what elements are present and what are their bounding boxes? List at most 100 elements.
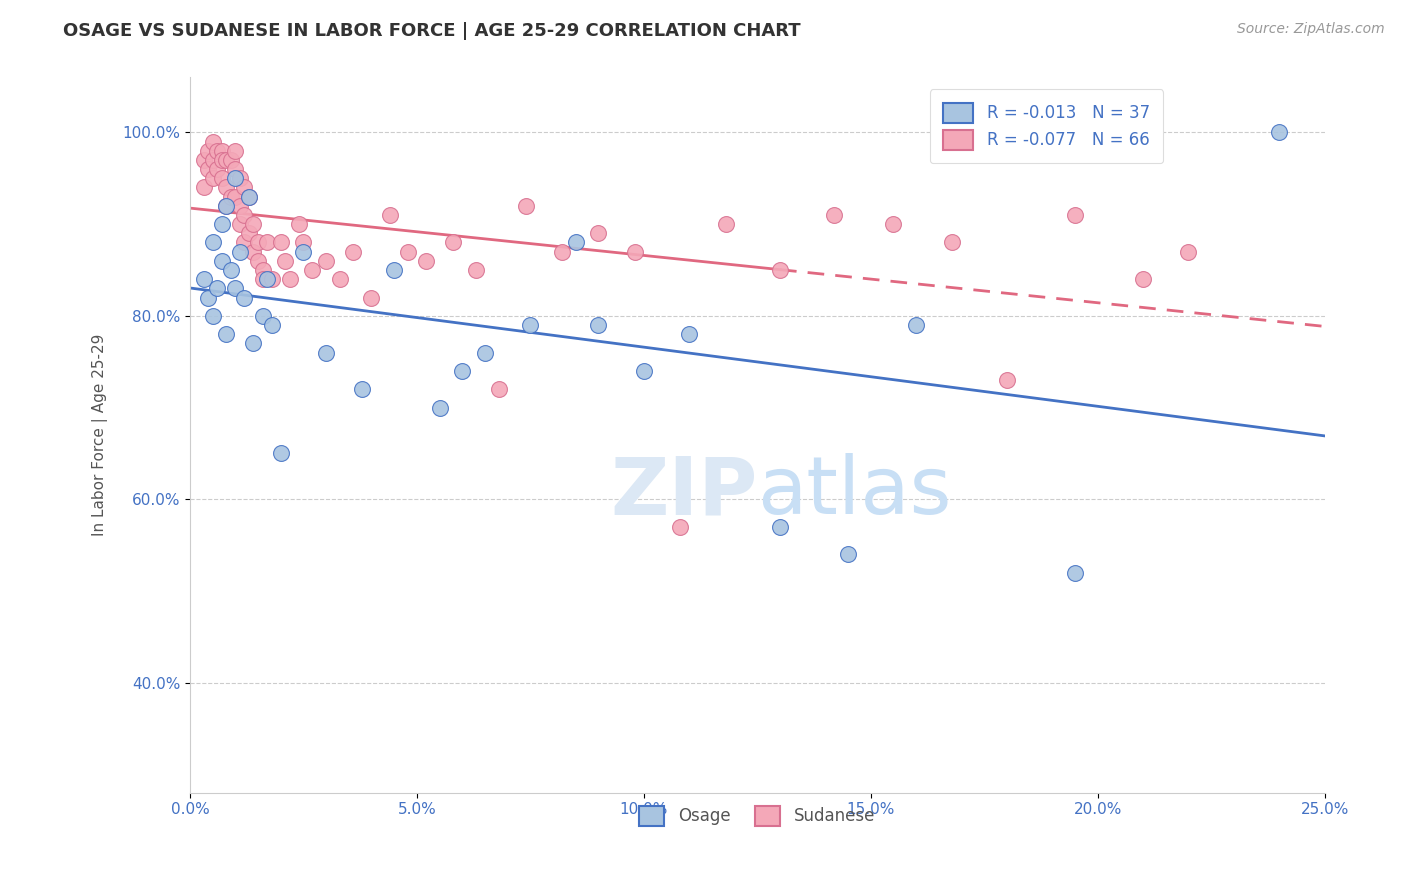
Point — [219, 189, 242, 203]
Point — [205, 162, 228, 177]
Point — [1064, 566, 1087, 580]
Point — [219, 263, 242, 277]
Point — [288, 217, 311, 231]
Point — [905, 318, 928, 332]
Point — [669, 520, 692, 534]
Y-axis label: In Labor Force | Age 25-29: In Labor Force | Age 25-29 — [93, 334, 108, 536]
Point — [201, 153, 224, 167]
Point — [201, 171, 224, 186]
Point — [247, 253, 270, 268]
Point — [995, 373, 1018, 387]
Point — [260, 318, 283, 332]
Point — [193, 153, 215, 167]
Point — [515, 199, 537, 213]
Point — [451, 364, 474, 378]
Point — [1064, 208, 1087, 222]
Text: atlas: atlas — [758, 453, 952, 532]
Point — [201, 135, 224, 149]
Point — [315, 345, 337, 359]
Point — [714, 217, 737, 231]
Point — [342, 244, 364, 259]
Point — [215, 180, 238, 194]
Point — [215, 327, 238, 342]
Point — [215, 199, 238, 213]
Point — [224, 162, 246, 177]
Point — [352, 382, 374, 396]
Point — [229, 199, 252, 213]
Point — [278, 272, 301, 286]
Point — [256, 235, 278, 250]
Point — [823, 208, 845, 222]
Point — [382, 263, 405, 277]
Point — [205, 144, 228, 158]
Point — [197, 291, 219, 305]
Point — [941, 235, 963, 250]
Point — [633, 364, 655, 378]
Point — [882, 217, 904, 231]
Point — [252, 309, 274, 323]
Point — [464, 263, 486, 277]
Point — [238, 189, 260, 203]
Point — [242, 244, 264, 259]
Point — [329, 272, 352, 286]
Point — [270, 446, 292, 460]
Text: OSAGE VS SUDANESE IN LABOR FORCE | AGE 25-29 CORRELATION CHART: OSAGE VS SUDANESE IN LABOR FORCE | AGE 2… — [63, 22, 801, 40]
Point — [488, 382, 510, 396]
Point — [233, 180, 256, 194]
Point — [378, 208, 401, 222]
Point — [292, 244, 315, 259]
Point — [224, 144, 246, 158]
Point — [211, 144, 233, 158]
Point — [588, 227, 610, 241]
Point — [211, 153, 233, 167]
Point — [238, 189, 260, 203]
Point — [1268, 125, 1291, 139]
Point — [193, 180, 215, 194]
Point — [233, 235, 256, 250]
Point — [623, 244, 645, 259]
Point — [837, 547, 859, 561]
Point — [219, 153, 242, 167]
Point — [224, 171, 246, 186]
Point — [274, 253, 297, 268]
Point — [229, 171, 252, 186]
Point — [211, 217, 233, 231]
Point — [315, 253, 337, 268]
Point — [211, 171, 233, 186]
Point — [211, 253, 233, 268]
Point — [260, 272, 283, 286]
Point — [519, 318, 541, 332]
Point — [256, 272, 278, 286]
Point — [429, 401, 451, 415]
Point — [396, 244, 419, 259]
Text: Source: ZipAtlas.com: Source: ZipAtlas.com — [1237, 22, 1385, 37]
Point — [233, 208, 256, 222]
Point — [1177, 244, 1199, 259]
Text: ZIP: ZIP — [610, 453, 758, 532]
Point — [201, 235, 224, 250]
Point — [678, 327, 700, 342]
Point — [292, 235, 315, 250]
Point — [215, 199, 238, 213]
Point — [193, 272, 215, 286]
Point — [252, 263, 274, 277]
Point — [247, 235, 270, 250]
Point — [588, 318, 610, 332]
Point — [215, 153, 238, 167]
Point — [301, 263, 323, 277]
Point — [474, 345, 496, 359]
Point — [769, 263, 792, 277]
Point — [242, 217, 264, 231]
Point — [197, 162, 219, 177]
Point — [360, 291, 382, 305]
Point — [224, 189, 246, 203]
Legend: Osage, Sudanese: Osage, Sudanese — [631, 797, 883, 834]
Point — [252, 272, 274, 286]
Point — [233, 291, 256, 305]
Point — [205, 281, 228, 295]
Point — [564, 235, 586, 250]
Point — [201, 309, 224, 323]
Point — [229, 244, 252, 259]
Point — [415, 253, 437, 268]
Point — [242, 336, 264, 351]
